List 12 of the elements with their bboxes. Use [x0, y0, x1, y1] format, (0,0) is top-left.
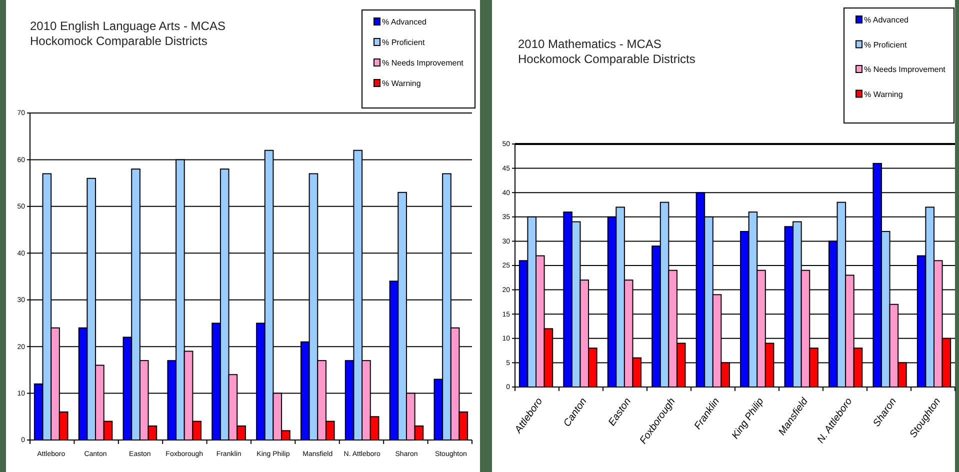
- legend-label: % Needs Improvement: [382, 58, 464, 68]
- legend-label: % Warning: [864, 90, 903, 99]
- chart-subtitle: Hockomock Comparable Districts: [30, 34, 208, 48]
- legend-label: % Proficient: [864, 40, 908, 50]
- chart-subtitle: Hockomock Comparable Districts: [518, 52, 696, 66]
- legend-label: % Needs Improvement: [864, 65, 946, 74]
- chart-title: 2010 English Language Arts - MCAS: [30, 19, 226, 33]
- chart-title: 2010 Mathematics - MCAS: [518, 37, 662, 51]
- legend-label: % Warning: [382, 79, 421, 88]
- legend-label: % Advanced: [864, 16, 908, 25]
- legend-label: % Proficient: [382, 38, 426, 48]
- legend-label: % Advanced: [382, 18, 426, 27]
